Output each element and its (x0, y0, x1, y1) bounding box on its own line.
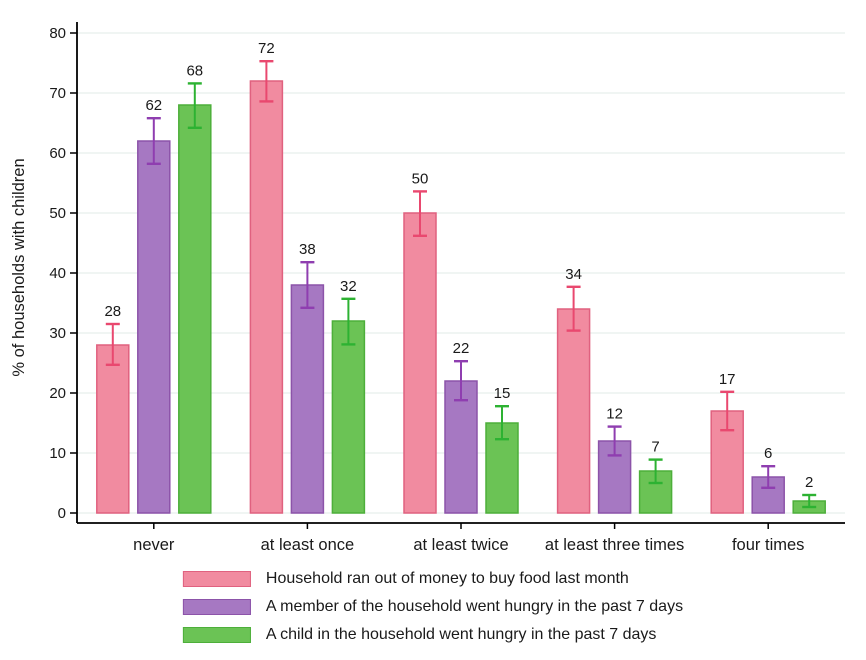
x-category-label: at least three times (545, 536, 684, 554)
legend-swatch (182, 570, 251, 587)
bar (556, 308, 591, 514)
legend-item: A member of the household went hungry in… (182, 598, 684, 615)
legend-swatch (182, 598, 251, 615)
bar-value-label: 72 (258, 40, 275, 57)
y-tick-label: 20 (49, 385, 66, 402)
bar-value-label: 28 (104, 303, 121, 320)
bar-value-label: 32 (340, 278, 357, 295)
bar-value-label: 7 (651, 439, 659, 456)
bar-value-label: 15 (494, 385, 511, 402)
y-tick-label: 10 (49, 445, 66, 462)
x-category-label: at least twice (413, 536, 508, 554)
legend-item: Household ran out of money to buy food l… (182, 570, 683, 587)
bar (137, 140, 171, 514)
y-tick-label: 30 (49, 325, 66, 342)
chart-legend: Household ran out of money to buy food l… (182, 570, 684, 643)
bar-value-label: 22 (453, 340, 470, 357)
bar-value-label: 12 (606, 406, 623, 423)
y-axis-title: % of households with children (10, 158, 28, 376)
y-tick-label: 50 (49, 205, 66, 222)
legend-item: A child in the household went hungry in … (182, 626, 683, 643)
bar (96, 344, 130, 514)
y-tick-label: 40 (49, 265, 66, 282)
bar-value-label: 34 (565, 266, 582, 283)
bar (751, 476, 785, 514)
legend-swatch (182, 626, 251, 643)
y-tick-label: 70 (49, 85, 66, 102)
y-tick-label: 0 (58, 505, 66, 522)
bar-value-label: 6 (764, 445, 772, 462)
bar-value-label: 68 (186, 62, 203, 79)
bar (178, 104, 212, 514)
y-tick-label: 60 (49, 145, 66, 162)
bar (249, 80, 284, 514)
legend-label: A member of the household went hungry in… (265, 598, 684, 615)
bar-value-label: 17 (719, 371, 736, 388)
legend-label: Household ran out of money to buy food l… (265, 570, 629, 587)
bar-value-label: 62 (145, 97, 162, 114)
y-tick-label: 80 (49, 25, 66, 42)
x-category-label: at least once (261, 536, 355, 554)
bar-value-label: 38 (299, 241, 316, 258)
bar (290, 284, 325, 514)
x-category-label: never (133, 536, 175, 554)
bar (331, 320, 366, 514)
x-category-label: four times (732, 536, 804, 554)
bar-value-label: 2 (805, 474, 813, 491)
bar-value-label: 50 (412, 170, 429, 187)
legend-label: A child in the household went hungry in … (265, 626, 657, 643)
bar (403, 212, 437, 514)
